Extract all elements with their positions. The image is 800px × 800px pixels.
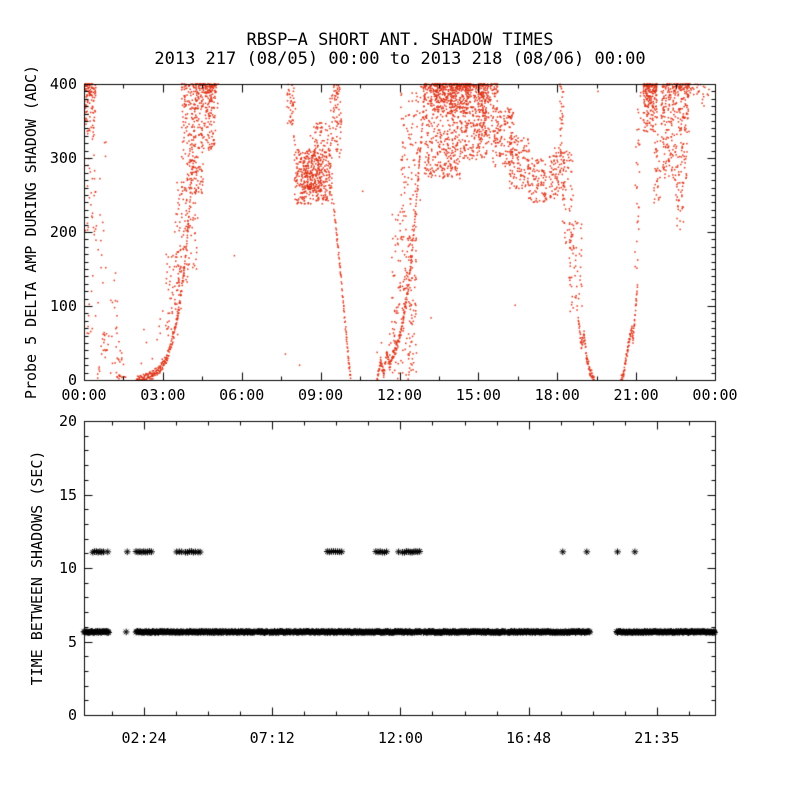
- bottom-y-tick-label: 15: [58, 485, 77, 504]
- bottom-x-tick-label: 21:35: [634, 729, 680, 747]
- bottom-x-tick-label: 07:12: [249, 729, 295, 747]
- top-x-tick-label: 06:00: [219, 386, 265, 404]
- top-x-tick-label: 15:00: [455, 386, 501, 404]
- top-x-tick-label: 09:00: [298, 386, 344, 404]
- top-y-axis-title: Probe 5 DELTA AMP DURING SHADOW (ADC): [22, 64, 40, 400]
- bottom-y-tick-label: 5: [67, 632, 77, 651]
- top-x-tick-label: 18:00: [534, 386, 580, 404]
- top-x-tick-label: 00:00: [692, 386, 738, 404]
- bottom-x-tick-label: 16:48: [506, 729, 552, 747]
- top-y-tick-label: 200: [49, 223, 77, 241]
- top-y-tick-label: 300: [49, 149, 77, 167]
- bottom-y-tick-label: 10: [58, 559, 77, 577]
- top-y-tick-label: 100: [49, 297, 77, 315]
- bottom-y-tick-label: 0: [67, 706, 77, 724]
- chart-subtitle: 2013 217 (08/05) 00:00 to 2013 218 (08/0…: [154, 49, 646, 69]
- bottom-y-tick-label: 20: [58, 412, 77, 430]
- top-x-tick-label: 21:00: [613, 386, 659, 404]
- chart-title: RBSP−A SHORT ANT. SHADOW TIMES: [246, 30, 554, 50]
- top-x-tick-label: 03:00: [140, 386, 186, 404]
- top-y-tick-label: 0: [67, 371, 77, 389]
- bottom-x-tick-label: 12:00: [377, 729, 423, 747]
- bottom-x-tick-label: 02:24: [121, 729, 167, 747]
- top-y-tick-label: 400: [49, 75, 77, 93]
- top-x-tick-label: 12:00: [376, 386, 423, 404]
- bottom-y-axis-title: TIME BETWEEN SHADOWS (SEC): [28, 450, 46, 686]
- top-x-tick-label: 00:00: [61, 386, 107, 404]
